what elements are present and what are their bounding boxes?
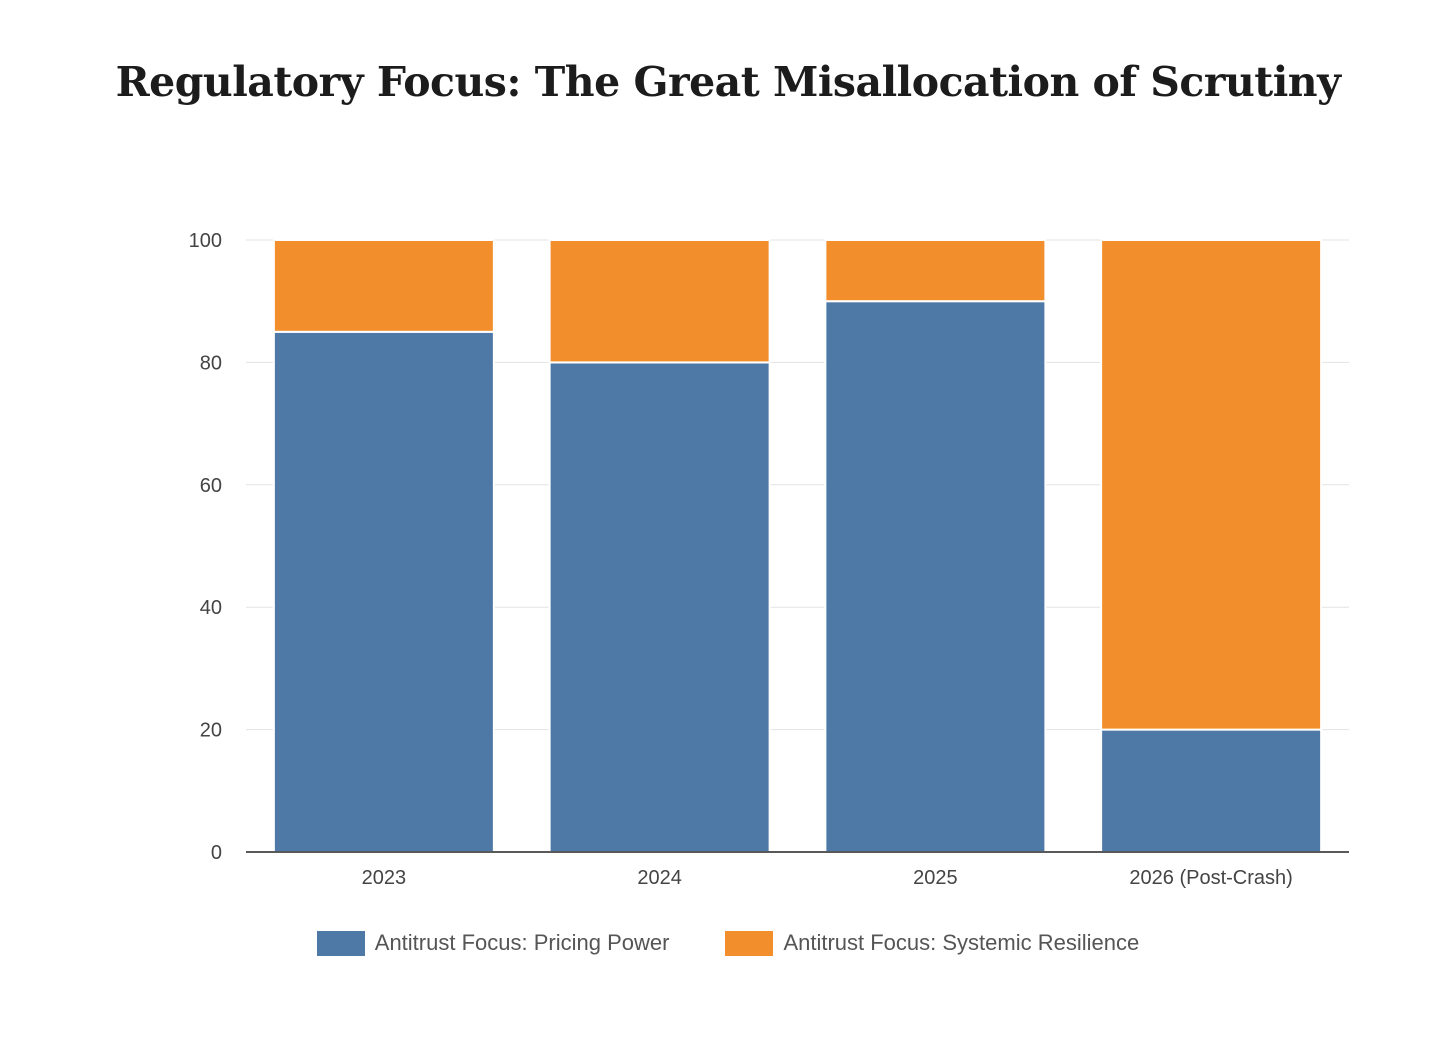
legend: Antitrust Focus: Pricing Power Antitrust… [0,930,1456,956]
y-tick-label-40: 40 [200,597,222,619]
legend-label-pricing-power: Antitrust Focus: Pricing Power [374,930,670,955]
legend-swatch-pricing-power [316,930,365,956]
legend-item-systemic-resilience[interactable]: Antitrust Focus: Systemic Resilience [725,930,1139,956]
chart-title: Regulatory Focus: The Great Misallocatio… [115,58,1341,106]
bar-2024-series-1 [548,239,771,364]
x-tick-label-2: 2025 [913,867,958,889]
tick-labels: 0 20 40 60 80 100 2023 2024 2025 2026 (Post-Crash… [189,230,1293,889]
x-tick-label-0: 2023 [362,867,407,889]
x-tick-label-3: 2026 (Post-Crash) [1129,867,1292,889]
legend-swatch-systemic-resilience [725,930,774,956]
bar-2026-post-crash-series-0 [1100,728,1323,853]
x-tick-label-1: 2024 [637,867,682,889]
y-tick-label-100: 100 [189,230,222,252]
y-tick-label-0: 0 [211,842,222,864]
bar-2024-series-0 [548,361,771,853]
bar-2025-series-0 [824,300,1047,853]
bar-2023-series-1 [272,239,495,333]
bar-2023-series-0 [272,330,495,853]
y-tick-label-60: 60 [200,475,222,497]
y-tick-label-20: 20 [200,720,222,742]
y-tick-label-80: 80 [200,352,222,374]
legend-item-pricing-power[interactable]: Antitrust Focus: Pricing Power [316,930,670,956]
bar-2026-post-crash-series-1 [1100,239,1323,731]
legend-label-systemic-resilience: Antitrust Focus: Systemic Resilience [783,930,1140,955]
bar-2025-series-1 [824,239,1047,303]
bars [272,239,1323,853]
